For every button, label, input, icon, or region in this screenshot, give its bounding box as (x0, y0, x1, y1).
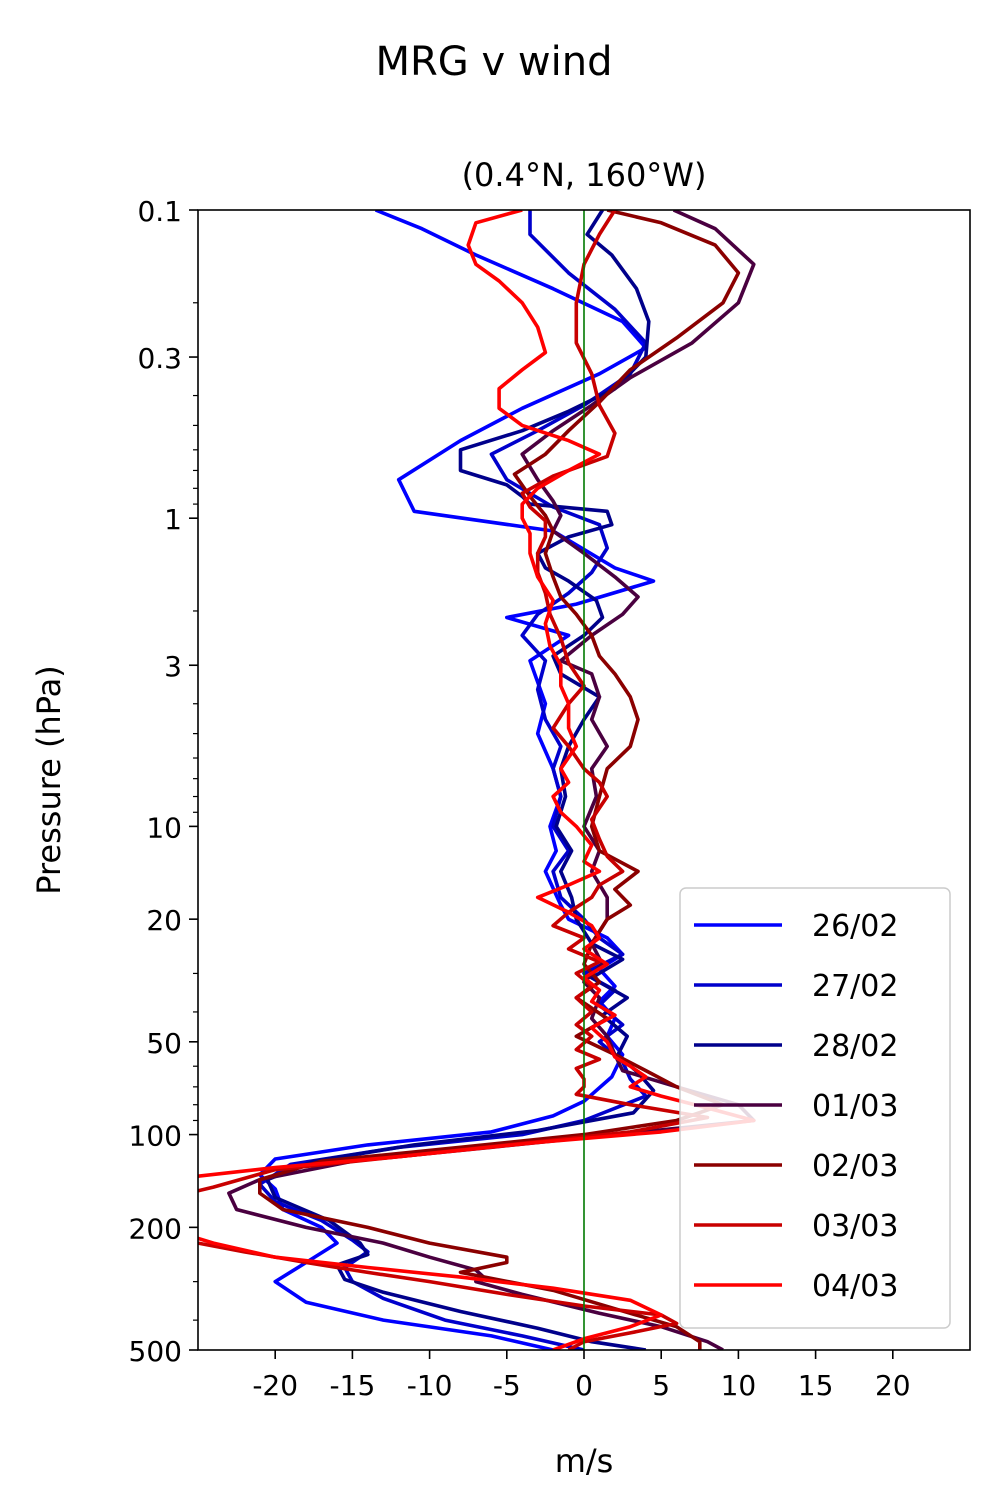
legend-label: 02/03 (812, 1149, 898, 1184)
y-tick-label: 10 (146, 811, 182, 844)
series-line-01-03 (227, 210, 756, 1350)
series-line-27-02 (258, 210, 648, 1350)
x-tick-label: -15 (330, 1369, 376, 1402)
y-axis-ticks: 0.1 0.3 1 3 10 20 50 100 200 500 (129, 195, 198, 1368)
x-axis-label: m/s (555, 1442, 614, 1480)
chart-title: (0.4°N, 160°W) (462, 156, 707, 194)
series-lines (198, 210, 756, 1350)
y-tick-label: 200 (129, 1212, 182, 1245)
x-tick-label: 5 (652, 1369, 670, 1402)
y-tick-label: 50 (146, 1027, 182, 1060)
x-axis-ticks: -20 -15 -10 -5 0 5 10 15 20 (252, 1350, 911, 1402)
legend-label: 27/02 (812, 969, 898, 1004)
y-tick-label: 3 (164, 650, 182, 683)
chart-suptitle: MRG v wind (376, 39, 613, 85)
x-tick-label: -20 (252, 1369, 298, 1402)
x-tick-label: 10 (721, 1369, 757, 1402)
legend-box (679, 887, 951, 1329)
x-tick-label: 15 (798, 1369, 834, 1402)
y-axis-label: Pressure (hPa) (30, 665, 68, 895)
legend-label: 28/02 (812, 1029, 898, 1064)
x-tick-label: 20 (875, 1369, 911, 1402)
legend: 26/02 27/02 28/02 01/03 02/03 03/03 04/03 (679, 887, 951, 1329)
y-tick-label: 0.3 (137, 342, 182, 375)
y-tick-label: 20 (146, 904, 182, 937)
y-tick-label: 100 (129, 1120, 182, 1153)
x-tick-label: -5 (493, 1369, 521, 1402)
legend-label: 03/03 (812, 1209, 898, 1244)
y-tick-label: 0.1 (137, 195, 182, 228)
y-tick-label: 1 (164, 503, 182, 536)
legend-label: 26/02 (812, 909, 898, 944)
legend-label: 04/03 (812, 1269, 898, 1304)
x-tick-label: 0 (575, 1369, 593, 1402)
series-line-02-03 (258, 210, 741, 1350)
x-tick-label: -10 (407, 1369, 453, 1402)
y-tick-label: 500 (129, 1335, 182, 1368)
plot-frame (197, 209, 971, 1351)
legend-label: 01/03 (812, 1089, 898, 1124)
